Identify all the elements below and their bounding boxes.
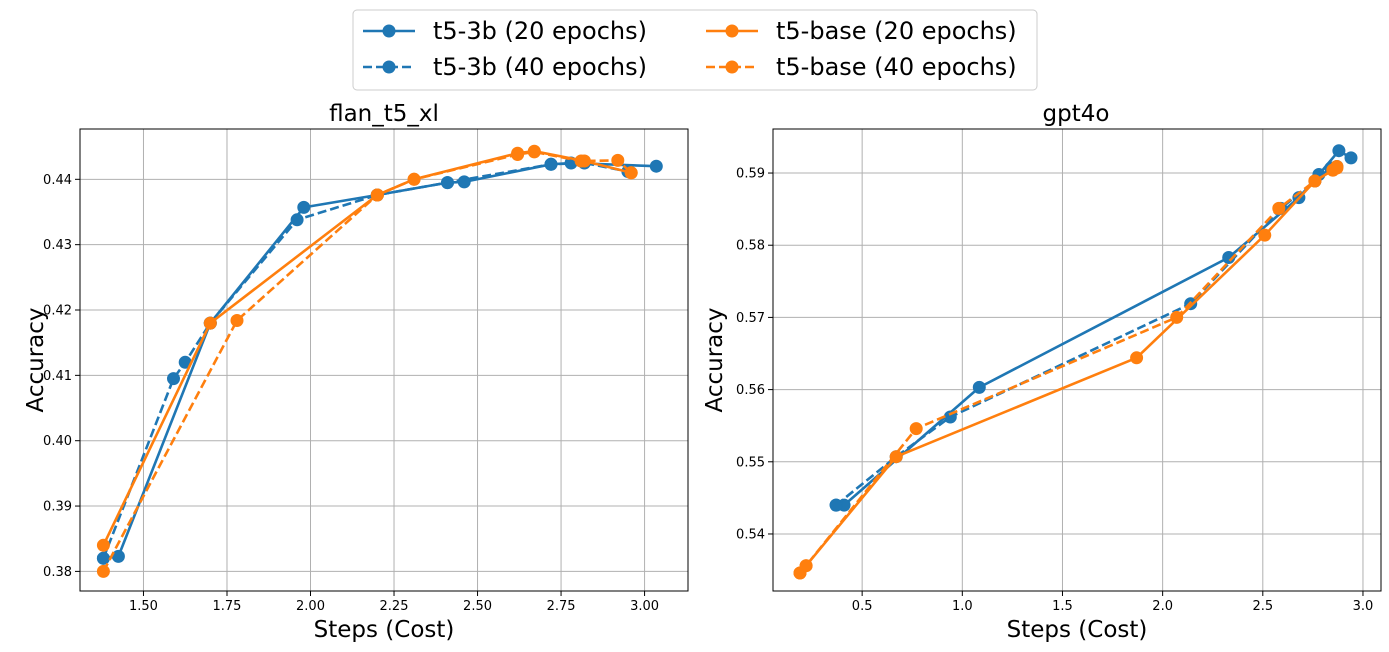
series-layer — [96, 144, 663, 578]
y-tick-label: 0.40 — [43, 434, 72, 449]
data-point — [1330, 161, 1344, 175]
legend-label: t5-3b (40 epochs) — [433, 53, 647, 81]
series-line — [102, 161, 629, 559]
grid — [773, 129, 1381, 591]
data-point — [441, 176, 454, 190]
x-tick-label: 2.75 — [547, 599, 576, 614]
legend-marker — [725, 24, 739, 38]
y-axis-label: Accuracy — [23, 307, 49, 412]
y-tick-label: 0.58 — [736, 239, 765, 254]
x-tick-label: 2.00 — [296, 599, 325, 614]
x-tick-label: 1.0 — [952, 599, 973, 614]
y-tick-label: 0.38 — [43, 565, 72, 580]
data-point — [111, 549, 125, 563]
data-point — [511, 148, 525, 161]
legend-entry-t5-3b-20-epochs: t5-3b (20 epochs) — [363, 17, 647, 45]
data-point — [889, 450, 903, 464]
legend-marker — [725, 60, 739, 74]
data-point — [230, 314, 244, 327]
chart-panel-flan-t5-xl: flan_t5_xl 1.50 1.75 2.00 2.25 2.50 2.75 3.00 0… — [23, 101, 689, 643]
data-point — [574, 154, 588, 168]
y-tick-label: 0.59 — [736, 167, 765, 182]
legend-label: t5-base (40 epochs) — [776, 53, 1017, 81]
y-tick-label: 0.39 — [43, 500, 72, 515]
data-point — [1332, 144, 1346, 158]
data-point — [829, 498, 843, 512]
x-axis-label: Steps (Cost) — [1007, 617, 1148, 643]
legend-entry-t5-base-20-epochs: t5-base (20 epochs) — [706, 17, 1017, 45]
panel-title: gpt4o — [1043, 101, 1110, 127]
plot-frame — [79, 128, 689, 592]
y-tick-label: 0.56 — [736, 383, 765, 398]
data-point — [799, 559, 813, 573]
data-point — [297, 200, 311, 214]
data-point — [611, 153, 625, 167]
legend-label: t5-base (20 epochs) — [776, 17, 1017, 45]
x-tick-label: 3.00 — [630, 599, 659, 614]
legend-entry-t5-3b-40-epochs: t5-3b (40 epochs) — [363, 53, 647, 81]
data-point — [96, 538, 110, 552]
data-point — [624, 166, 638, 180]
legend-entry-t5-base-40-epochs: t5-base (40 epochs) — [706, 53, 1017, 81]
series-t5-base-40-epochs — [96, 145, 638, 578]
legend-marker — [382, 24, 396, 38]
y-tick-label: 0.43 — [43, 238, 72, 253]
y-tick-label: 0.55 — [736, 455, 765, 470]
data-point — [96, 564, 110, 578]
data-point — [167, 372, 180, 386]
x-tick-label: 1.75 — [213, 599, 242, 614]
legend-box — [352, 9, 1038, 91]
x-tick-label: 1.5 — [1052, 599, 1073, 614]
x-tick-label: 0.5 — [852, 599, 873, 614]
y-tick-label: 0.41 — [43, 369, 72, 384]
chart-panel-gpt4o: gpt4o 0.5 1.0 1.5 2.0 2.5 3.0 0.54 0.55 0.56 0.57… — [702, 101, 1382, 643]
data-point — [1344, 151, 1358, 165]
data-point — [972, 380, 986, 394]
series-t5-base-40-epochs — [793, 161, 1344, 580]
x-axis-label: Steps (Cost) — [314, 617, 455, 643]
data-point — [649, 159, 663, 173]
x-tick-label: 2.5 — [1252, 599, 1273, 614]
data-point — [909, 422, 923, 436]
ticks: 1.50 1.75 2.00 2.25 2.50 2.75 3.00 0.38 0.39 0.40… — [43, 173, 659, 614]
ticks: 0.5 1.0 1.5 2.0 2.5 3.0 0.54 0.55 0.56 0.57 0.58 0.… — [736, 167, 1373, 614]
legend-label: t5-3b (20 epochs) — [433, 17, 647, 45]
plot-frame — [772, 128, 1382, 592]
data-point — [407, 172, 421, 186]
panel-title: flan_t5_xl — [329, 101, 439, 127]
data-point — [1258, 228, 1272, 242]
series-layer — [793, 144, 1358, 580]
x-tick-label: 2.50 — [463, 599, 492, 614]
data-point — [1170, 310, 1184, 324]
y-tick-label: 0.54 — [736, 527, 765, 542]
x-tick-label: 2.0 — [1152, 599, 1173, 614]
y-tick-label: 0.42 — [43, 304, 72, 319]
x-tick-label: 3.0 — [1353, 599, 1374, 614]
data-point — [457, 175, 471, 189]
legend: t5-3b (20 epochs) t5-3b (40 epochs) t5-bas… — [352, 9, 1038, 91]
y-tick-label: 0.57 — [736, 311, 765, 326]
data-point — [370, 188, 384, 202]
data-point — [96, 551, 110, 565]
data-point — [1272, 201, 1286, 215]
data-point — [203, 316, 217, 330]
data-point — [544, 157, 558, 171]
data-point — [1308, 174, 1322, 188]
legend-marker — [382, 60, 396, 74]
data-point — [527, 145, 541, 159]
data-point — [1130, 351, 1144, 365]
x-tick-label: 2.25 — [380, 599, 409, 614]
data-point — [290, 213, 304, 227]
grid — [80, 129, 688, 591]
y-axis-label: Accuracy — [702, 307, 728, 412]
x-tick-label: 1.50 — [129, 599, 158, 614]
y-tick-label: 0.44 — [43, 173, 72, 188]
